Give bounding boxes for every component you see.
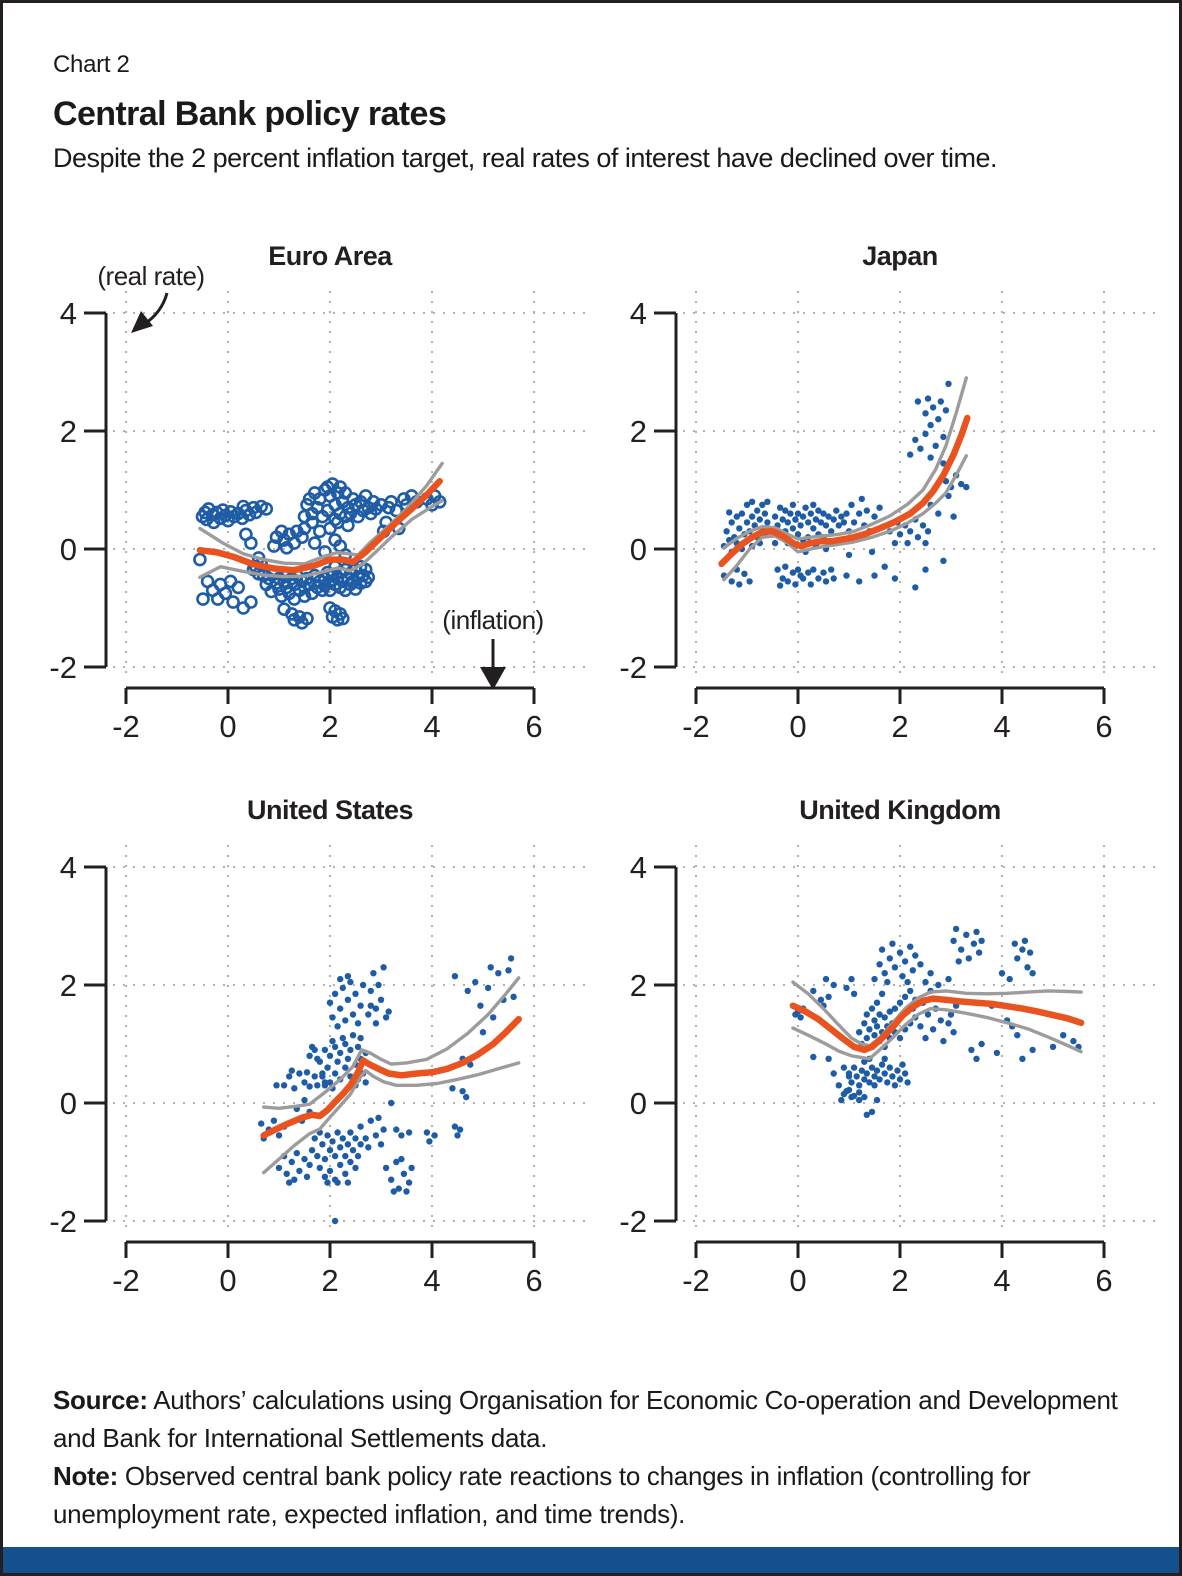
y-tick-label: 2 bbox=[60, 968, 77, 1003]
x-tick-label: 2 bbox=[891, 709, 908, 744]
y-tick-label: 4 bbox=[630, 850, 647, 885]
x-tick-label: -2 bbox=[682, 1263, 710, 1298]
confidence-band-lower bbox=[261, 1061, 521, 1175]
x-tick-label: 0 bbox=[219, 1263, 236, 1298]
scatter-points bbox=[792, 925, 1082, 1118]
y-axis bbox=[84, 865, 108, 1223]
y-axis bbox=[654, 865, 678, 1223]
x-tick-label: 4 bbox=[993, 709, 1010, 744]
x-tick-label: 0 bbox=[789, 1263, 806, 1298]
y-tick-label: 4 bbox=[630, 296, 647, 331]
y-tick-label: 0 bbox=[60, 1086, 77, 1121]
panel-chart-united-kingdom: 4 2 0 -2 -2 0 2 4 6 United Kingdom bbox=[619, 795, 1161, 1298]
y-tick-label: 0 bbox=[630, 1086, 647, 1121]
scatter-points bbox=[720, 380, 970, 591]
x-tick-label: 4 bbox=[423, 709, 440, 744]
scatter-points bbox=[258, 955, 517, 1225]
panel-united-states: 4 2 0 -2 -2 0 2 4 6 United States bbox=[43, 783, 603, 1313]
x-axis bbox=[694, 686, 1106, 704]
y-tick-label: -2 bbox=[49, 650, 77, 685]
confidence-band-lower bbox=[791, 1006, 1083, 1061]
note-label: Note: bbox=[53, 1461, 118, 1491]
x-tick-label: 4 bbox=[993, 1263, 1010, 1298]
y-tick-label: 2 bbox=[60, 414, 77, 449]
x-tick-label: 4 bbox=[423, 1263, 440, 1298]
svg-text:(real rate): (real rate) bbox=[97, 261, 204, 291]
source-label: Source: bbox=[53, 1385, 148, 1415]
y-tick-label: -2 bbox=[49, 1204, 77, 1239]
panel-title: United Kingdom bbox=[799, 795, 1000, 825]
confidence-band-upper bbox=[791, 980, 1083, 1048]
fit-line bbox=[789, 995, 1085, 1054]
fit-line bbox=[196, 477, 443, 574]
y-tick-label: -2 bbox=[619, 650, 647, 685]
confidence-band-upper bbox=[261, 976, 521, 1110]
x-axis bbox=[694, 1240, 1106, 1258]
panel-japan: 4 2 0 -2 -2 0 2 4 6 Japan bbox=[613, 229, 1173, 759]
source-line: Source: Authors’ calculations using Orga… bbox=[53, 1381, 1143, 1457]
x-tick-label: 6 bbox=[525, 1263, 542, 1298]
y-tick-label: 0 bbox=[630, 532, 647, 567]
x-tick-label: 6 bbox=[1095, 709, 1112, 744]
x-tick-label: 2 bbox=[321, 709, 338, 744]
figure-subtitle: Despite the 2 percent inflation target, … bbox=[53, 143, 998, 173]
confidence-band-lower bbox=[198, 498, 444, 579]
y-axis bbox=[654, 311, 678, 669]
panel-united-kingdom: 4 2 0 -2 -2 0 2 4 6 United Kingdom bbox=[613, 783, 1173, 1313]
gridlines bbox=[113, 845, 591, 1233]
fit-line bbox=[718, 414, 971, 568]
panel-title: United States bbox=[247, 795, 413, 825]
gridlines bbox=[683, 291, 1161, 679]
svg-text:(inflation): (inflation) bbox=[442, 605, 543, 635]
panel-title: Euro Area bbox=[268, 241, 393, 271]
inflation-annotation: (inflation) bbox=[442, 605, 544, 690]
panel-title: Japan bbox=[862, 241, 938, 271]
y-tick-label: -2 bbox=[619, 1204, 647, 1239]
panel-chart-united-states: 4 2 0 -2 -2 0 2 4 6 United States bbox=[49, 795, 591, 1298]
x-tick-label: -2 bbox=[112, 709, 140, 744]
x-tick-label: 0 bbox=[789, 709, 806, 744]
y-tick-label: 0 bbox=[60, 532, 77, 567]
figure-title: Central Bank policy rates bbox=[53, 95, 447, 133]
y-axis bbox=[84, 311, 108, 669]
chart-number-label: Chart 2 bbox=[53, 51, 130, 78]
panel-euro-area: 4 2 0 -2 -2 0 2 4 6 Euro Area (real rate) (inflatio… bbox=[43, 229, 603, 759]
figure-footnotes: Source: Authors’ calculations using Orga… bbox=[53, 1381, 1143, 1533]
y-tick-label: 2 bbox=[630, 968, 647, 1003]
x-tick-label: 6 bbox=[1095, 1263, 1112, 1298]
y-tick-label: 2 bbox=[630, 414, 647, 449]
footer-accent-bar bbox=[3, 1547, 1179, 1573]
x-axis bbox=[124, 1240, 536, 1258]
real-rate-annotation: (real rate) bbox=[97, 261, 205, 333]
source-text: Authors’ calculations using Organisation… bbox=[53, 1385, 1118, 1453]
note-text: Observed central bank policy rate reacti… bbox=[53, 1461, 1031, 1529]
x-tick-label: -2 bbox=[682, 709, 710, 744]
y-tick-label: 4 bbox=[60, 850, 77, 885]
note-line: Note: Observed central bank policy rate … bbox=[53, 1457, 1143, 1533]
x-tick-label: 2 bbox=[891, 1263, 908, 1298]
panel-chart-japan: 4 2 0 -2 -2 0 2 4 6 Japan bbox=[619, 241, 1161, 744]
gridlines bbox=[683, 845, 1161, 1233]
x-tick-label: 0 bbox=[219, 709, 236, 744]
x-tick-label: 2 bbox=[321, 1263, 338, 1298]
fit-line bbox=[260, 1015, 522, 1139]
x-tick-label: -2 bbox=[112, 1263, 140, 1298]
x-axis bbox=[124, 686, 536, 704]
confidence-band-lower bbox=[722, 454, 968, 582]
confidence-band-upper bbox=[722, 376, 968, 550]
x-tick-label: 6 bbox=[525, 709, 542, 744]
y-tick-label: 4 bbox=[60, 296, 77, 331]
panel-chart-euro-area: 4 2 0 -2 -2 0 2 4 6 Euro Area (real rate) (inflatio… bbox=[49, 241, 591, 744]
